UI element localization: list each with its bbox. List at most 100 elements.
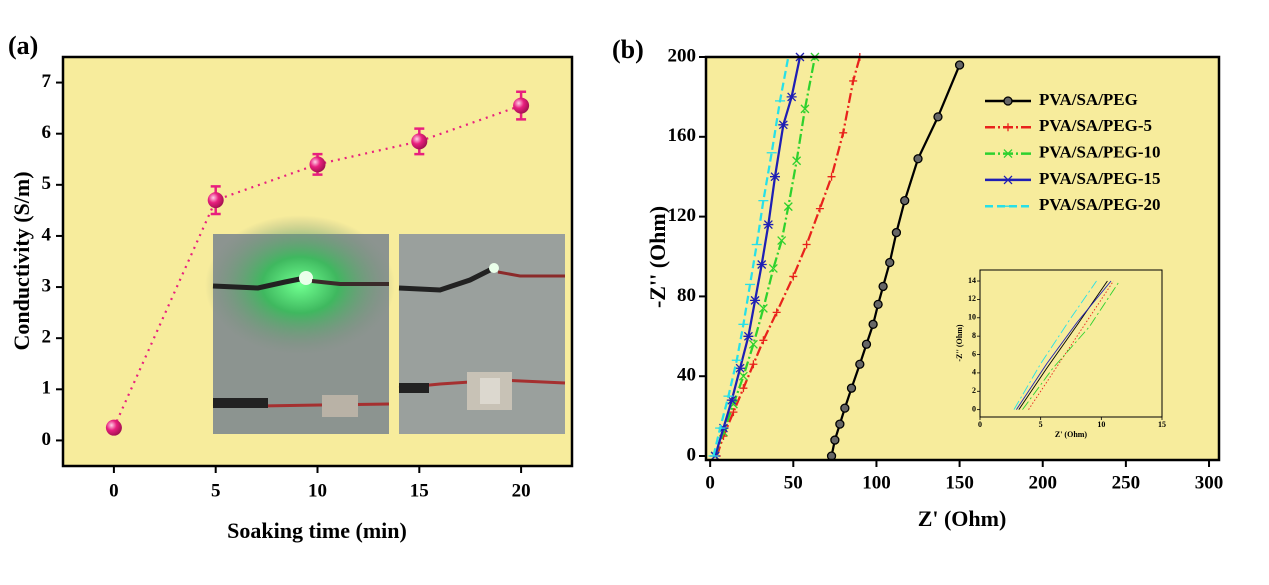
plot-frame (61, 55, 574, 468)
y-tick-label: 0 (687, 444, 697, 465)
x-axis-label: Z' (Ohm) (918, 506, 1007, 531)
plot-area (980, 270, 1162, 417)
marker (861, 339, 872, 349)
y-tick-label: 4 (972, 368, 976, 377)
x-tick-label: 250 (1112, 472, 1141, 493)
y-tick-label: 8 (972, 331, 976, 340)
marker (759, 336, 768, 345)
y-tick-label: 12 (968, 294, 976, 303)
series-line (1018, 280, 1108, 410)
marker (768, 264, 778, 273)
marker (913, 154, 923, 164)
x-tick-label: 200 (1028, 472, 1057, 493)
x-tick-label: 0 (978, 420, 982, 429)
y-tick-label: 3 (42, 275, 52, 296)
legend-label: PVA/SA/PEG-10 (1039, 143, 1161, 162)
x-tick-label: 0 (705, 472, 715, 493)
marker (738, 371, 748, 381)
marker (839, 128, 848, 137)
legend-marker (1003, 96, 1013, 106)
x-tick-label: 5 (211, 480, 221, 501)
series-line (714, 56, 817, 457)
x-tick-label: 5 (1039, 420, 1043, 429)
marker (792, 156, 802, 166)
panel-label: (b) (612, 35, 644, 64)
y-tick-label: 5 (42, 173, 52, 194)
y-tick-label: 40 (677, 365, 696, 386)
series-line (1016, 280, 1112, 410)
marker (933, 112, 943, 122)
x-tick-label: 10 (308, 480, 327, 501)
y-axis-label: -Z'' (Ohm) (955, 324, 964, 361)
marker (756, 260, 767, 269)
marker (783, 202, 793, 212)
marker (800, 104, 810, 114)
marker (735, 363, 746, 373)
legend-label: PVA/SA/PEG-20 (1039, 195, 1161, 214)
marker (855, 359, 865, 369)
photo-inset (398, 234, 566, 434)
marker (748, 339, 758, 349)
marker (878, 281, 888, 292)
y-tick-label: 4 (42, 224, 52, 245)
marker (750, 295, 761, 305)
series-line (714, 56, 802, 457)
x-tick-label: 15 (1158, 420, 1166, 429)
marker (763, 220, 774, 230)
photo-inset (205, 215, 395, 434)
legend-label: PVA/SA/PEG (1039, 90, 1138, 109)
y-tick-label: 10 (968, 313, 976, 322)
legend-marker (1003, 149, 1013, 159)
y-tick-label: 80 (677, 285, 696, 306)
marker (789, 272, 798, 281)
series-line (715, 56, 861, 457)
data-point (207, 192, 224, 209)
series-line (1028, 280, 1114, 410)
panel-label: (a) (8, 31, 38, 60)
marker (749, 360, 758, 369)
marker (772, 308, 781, 317)
y-tick-label: 2 (972, 386, 976, 395)
marker (778, 120, 789, 130)
marker (786, 92, 797, 102)
legend-label: PVA/SA/PEG-5 (1039, 116, 1152, 135)
y-axis-label: Conductivity (S/m) (9, 171, 34, 350)
data-point (513, 97, 530, 114)
x-tick-label: 50 (784, 472, 803, 493)
y-tick-label: 120 (668, 205, 697, 226)
plot-frame (704, 55, 1221, 462)
marker (840, 403, 850, 413)
x-tick-label: 100 (862, 472, 891, 493)
series-line (830, 64, 961, 457)
marker (846, 383, 857, 393)
marker (830, 435, 840, 445)
marker (777, 236, 787, 246)
y-axis-label: -Z'' (Ohm) (645, 206, 670, 308)
y-tick-label: 7 (42, 71, 52, 92)
marker (802, 240, 811, 249)
marker (868, 319, 878, 329)
marker (827, 172, 836, 181)
marker (900, 195, 910, 206)
marker (743, 331, 754, 341)
legend-marker (1003, 175, 1013, 185)
y-tick-label: 6 (42, 122, 52, 143)
y-tick-label: 0 (42, 429, 52, 450)
data-point (411, 133, 428, 150)
x-tick-label: 150 (945, 472, 974, 493)
y-tick-label: 14 (968, 276, 976, 285)
marker (835, 419, 845, 429)
y-tick-label: 160 (668, 125, 697, 146)
x-tick-label: 15 (410, 480, 429, 501)
y-tick-label: 6 (972, 349, 976, 358)
marker (739, 384, 748, 393)
marker (770, 172, 781, 182)
marker (891, 227, 902, 238)
legend-label: PVA/SA/PEG-15 (1039, 169, 1161, 188)
x-tick-label: 20 (512, 480, 531, 501)
marker (954, 60, 965, 70)
y-tick-label: 1 (42, 378, 52, 399)
x-tick-label: 10 (1097, 420, 1105, 429)
